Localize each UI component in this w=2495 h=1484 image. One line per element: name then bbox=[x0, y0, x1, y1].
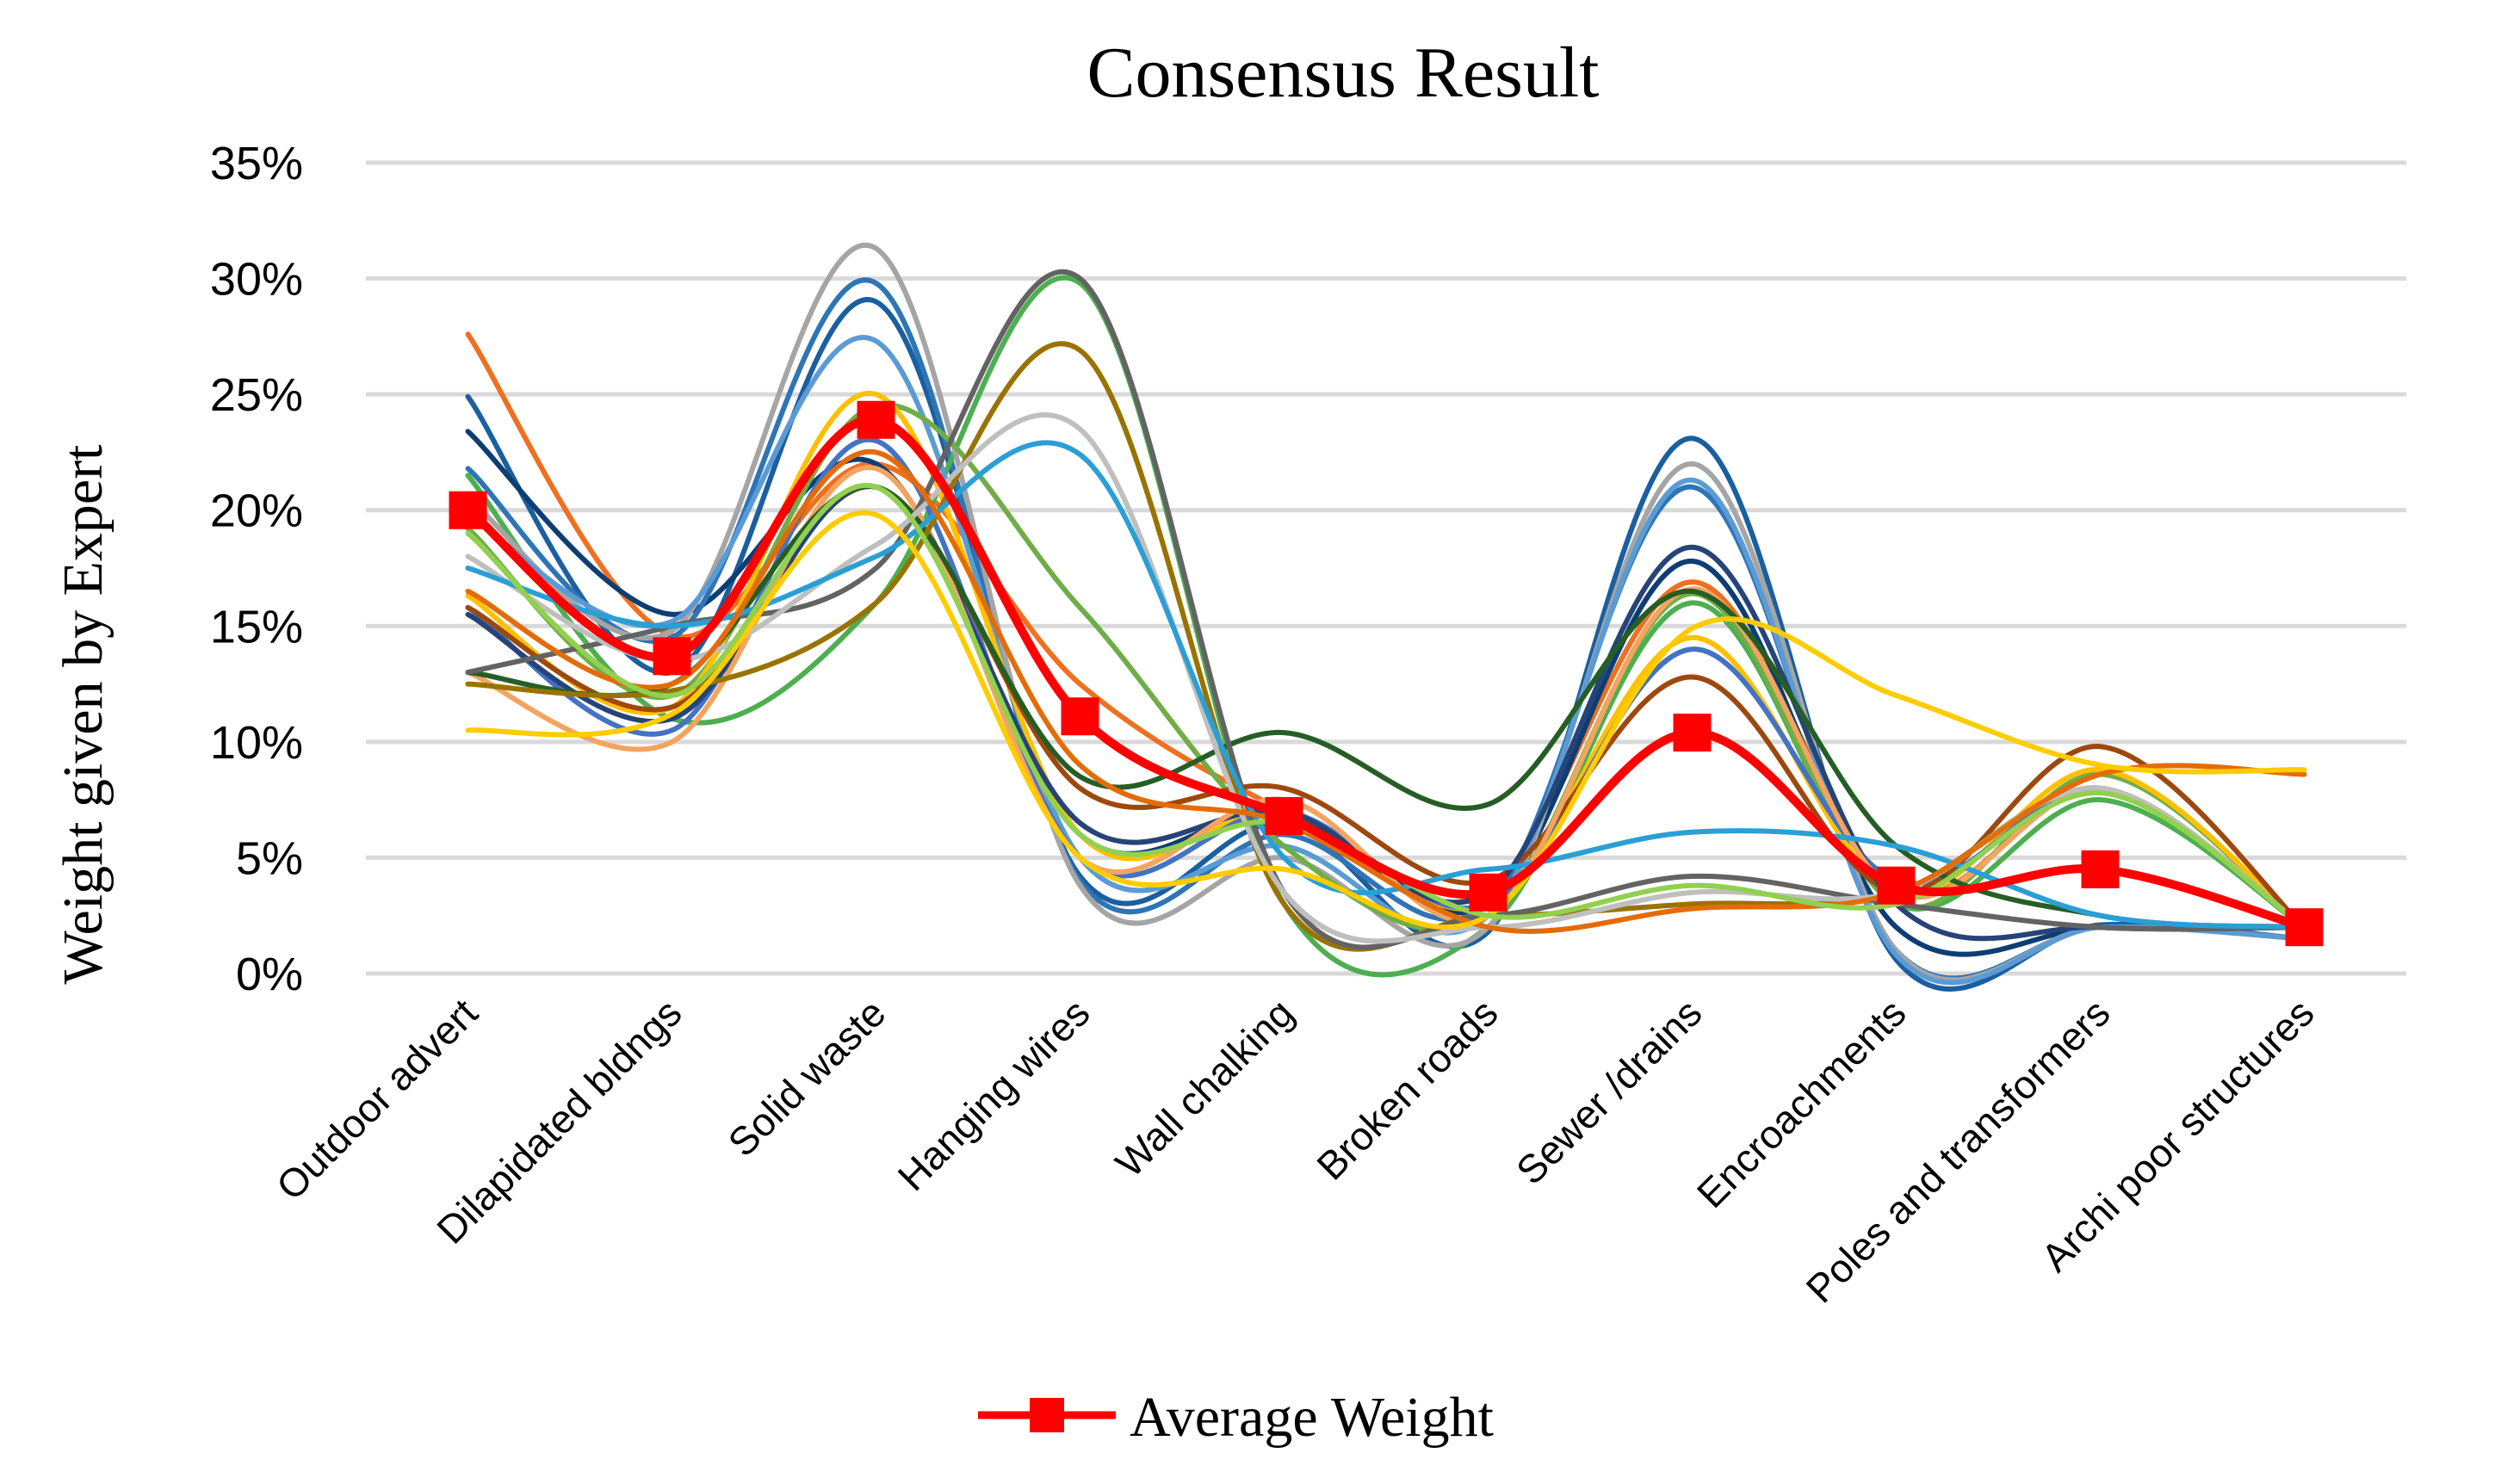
average-weight-marker bbox=[1877, 866, 1916, 905]
average-weight-marker bbox=[1673, 714, 1712, 752]
chart-title: Consensus Result bbox=[1087, 33, 1599, 113]
expert-line-18 bbox=[465, 440, 2307, 931]
average-weight-marker bbox=[449, 491, 487, 529]
average-weight-marker bbox=[1265, 796, 1303, 835]
y-axis-label: Weight given by Expert bbox=[52, 444, 115, 984]
legend-marker-swatch bbox=[1030, 1398, 1064, 1432]
x-tick-label: Outdoor advert bbox=[268, 990, 486, 1209]
y-tick-label: 35% bbox=[210, 138, 303, 189]
average-weight-marker bbox=[653, 637, 691, 676]
gridlines bbox=[366, 160, 2406, 976]
legend: Average Weight bbox=[978, 1386, 1494, 1449]
x-tick-label: Wall chalking bbox=[1106, 990, 1302, 1185]
x-tick-label: Encroachments bbox=[1688, 990, 1915, 1216]
x-tick-label: Broken roads bbox=[1308, 990, 1506, 1188]
y-tick-label: 5% bbox=[236, 832, 303, 884]
average-weight-marker bbox=[1061, 697, 1099, 736]
expert-series-lines bbox=[465, 243, 2307, 992]
x-tick-label: Hanging wires bbox=[889, 990, 1099, 1199]
average-weight-marker bbox=[2081, 850, 2120, 888]
y-axis-ticks: 0% 5% 10% 15% 20% 25% 30% 35% bbox=[210, 138, 303, 1000]
y-tick-label: 20% bbox=[210, 485, 303, 537]
expert-line-14 bbox=[465, 483, 2307, 931]
average-weight-marker bbox=[2285, 908, 2324, 947]
y-tick-label: 0% bbox=[236, 949, 303, 1000]
y-tick-label: 15% bbox=[210, 601, 303, 652]
x-tick-label: Solid waste bbox=[719, 990, 894, 1165]
legend-label-average-weight: Average Weight bbox=[1130, 1386, 1494, 1449]
expert-line-20 bbox=[465, 510, 2307, 931]
average-series bbox=[449, 400, 2324, 947]
y-tick-label: 25% bbox=[210, 369, 303, 421]
average-weight-marker bbox=[1469, 873, 1508, 912]
expert-line-5 bbox=[465, 275, 2307, 978]
expert-line-7 bbox=[465, 335, 2307, 986]
average-weight-marker bbox=[857, 400, 895, 439]
expert-line-8 bbox=[465, 402, 2307, 933]
y-tick-label: 10% bbox=[210, 717, 303, 769]
expert-line-19 bbox=[465, 448, 2307, 934]
x-tick-label: Sewer /drains bbox=[1508, 990, 1711, 1193]
average-weight-line bbox=[463, 415, 2309, 932]
y-tick-label: 30% bbox=[210, 254, 303, 306]
